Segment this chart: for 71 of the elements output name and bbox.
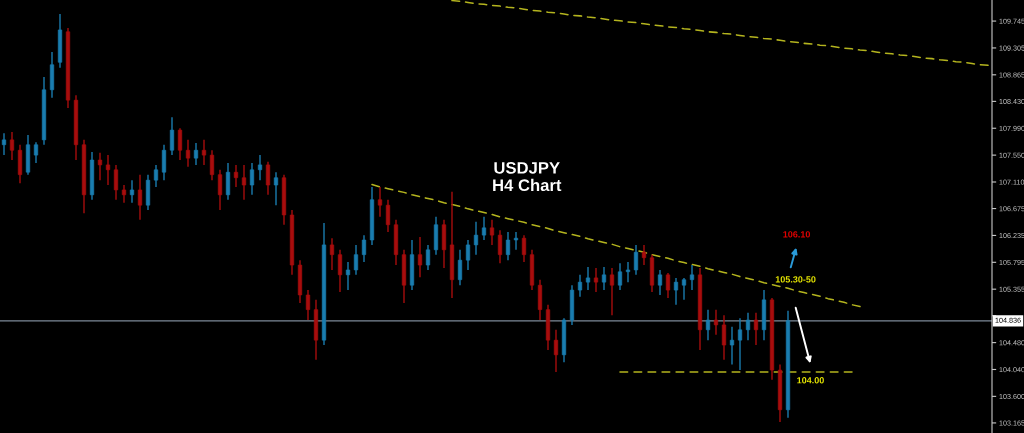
candlestick [425, 244, 431, 271]
candlestick [209, 149, 215, 181]
candlestick [345, 261, 351, 291]
candlestick [265, 161, 271, 196]
text: USDJPY H4 Chart [493, 161, 562, 192]
candlestick [377, 186, 383, 218]
candlestick [185, 139, 191, 168]
candlestick [169, 116, 175, 156]
candlestick [689, 264, 695, 291]
candlestick [249, 162, 255, 196]
candlestick [273, 171, 279, 206]
candlestick [337, 249, 343, 293]
candlestick [705, 308, 711, 341]
candlestick [233, 164, 239, 188]
candlestick [497, 229, 503, 264]
annotation: 105.30-50 [775, 276, 816, 283]
candlestick [177, 127, 183, 161]
candlestick [161, 144, 167, 181]
candlestick [129, 179, 135, 204]
candlestick [1, 132, 7, 156]
candlestick [617, 262, 623, 291]
candlestick [521, 234, 527, 263]
candlestick [121, 184, 127, 204]
candlestick [609, 267, 615, 316]
candlestick [633, 244, 639, 276]
candlestick [641, 244, 647, 266]
candlestick [153, 164, 159, 188]
candlestick [193, 142, 199, 166]
candlestick [513, 231, 519, 251]
candlestick [489, 219, 495, 246]
annotation: 106.10 [783, 231, 811, 238]
candlestick [225, 162, 231, 201]
candlestick [593, 267, 599, 293]
candlestick [465, 239, 471, 271]
candlestick [657, 269, 663, 296]
candlestick [473, 220, 479, 256]
candlestick [97, 151, 103, 181]
candlestick [201, 139, 207, 166]
candlestick [9, 131, 15, 161]
candlestick [33, 141, 39, 164]
candlestick [217, 169, 223, 211]
candlestick [481, 216, 487, 241]
line-series [451, 0, 989, 67]
candlestick [681, 277, 687, 301]
annotation: 104.00 [797, 377, 824, 384]
candlestick [665, 272, 671, 299]
candlestick [417, 236, 423, 278]
candlestick [241, 164, 247, 201]
candlestick [625, 261, 631, 283]
candlestick [585, 266, 591, 291]
candlestick [673, 277, 679, 306]
candlestick [305, 289, 311, 321]
candlestick [385, 199, 391, 233]
candlestick [113, 164, 119, 201]
candlestick [105, 154, 111, 186]
candlestick [257, 154, 263, 181]
candlestick [361, 234, 367, 263]
candlestick [753, 311, 759, 346]
candlestick [137, 173, 143, 221]
candlestick [505, 231, 511, 261]
candlestick [729, 326, 735, 366]
candlestick [577, 274, 583, 298]
candlestick [329, 237, 335, 271]
candlestick [713, 308, 719, 336]
candlestick [457, 249, 463, 286]
candlestick [737, 317, 743, 371]
candlestick [553, 329, 559, 373]
candlestick [353, 244, 359, 276]
candlestick [745, 311, 751, 341]
candlestick [601, 266, 607, 291]
candlestick [721, 314, 727, 361]
